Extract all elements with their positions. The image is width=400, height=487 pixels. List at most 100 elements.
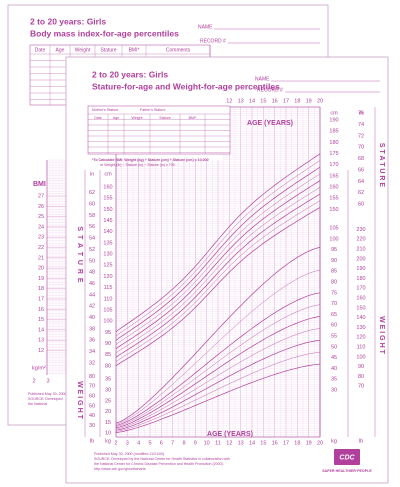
percentile-curve: [115, 304, 321, 427]
axis-tick: 35: [105, 377, 111, 383]
axis-tick: 15: [105, 420, 111, 426]
top-age: 17: [283, 98, 289, 104]
bottom-age: 5: [148, 440, 151, 446]
bottom-age: 15: [260, 440, 266, 446]
axis-tick: 25: [105, 398, 111, 404]
title: Stature-for-age and Weight-for-age perce…: [92, 81, 280, 91]
axis-tick: 52: [89, 247, 95, 253]
bottom-age: 11: [215, 440, 221, 446]
axis-tick: 160: [356, 295, 365, 301]
axis-tick: 145: [103, 218, 112, 224]
weight-label: W E I G H T: [76, 381, 83, 419]
bmi-tick: 27: [38, 193, 44, 199]
parent-header: Father's Stature: [140, 108, 165, 112]
percentile-curve: [115, 160, 321, 337]
stature-label: S T A T U R E: [378, 143, 385, 188]
record-label: RECORD #: [200, 38, 226, 44]
top-age: 16: [272, 98, 278, 104]
bmi-tick: 15: [38, 317, 44, 323]
table-header: Date: [35, 47, 46, 53]
bmi-tick: 26: [38, 204, 44, 210]
table-header: BMI*: [189, 116, 197, 120]
axis-tick: 105: [103, 307, 112, 313]
bottom-age: 3: [126, 440, 129, 446]
bottom-age: 13: [238, 440, 244, 446]
footer: Published May 30, 2000: [28, 392, 67, 396]
axis-tick: 100: [329, 236, 338, 242]
axis-tick: 80: [331, 279, 337, 285]
axis-tick: 68: [358, 156, 364, 162]
axis-tick: 70: [89, 384, 95, 390]
axis-tick: 80: [105, 363, 111, 369]
percentile-curve: [115, 352, 321, 432]
axis-tick: 75: [331, 290, 337, 296]
bottom-age: 16: [272, 440, 278, 446]
top-age: 14: [249, 98, 255, 104]
percentile-curve: [115, 173, 321, 345]
logo-box: [334, 449, 360, 465]
bottom-age: 7: [171, 440, 174, 446]
axis-tick: 62: [358, 190, 364, 196]
cm-label: cm: [104, 171, 112, 177]
lb-label: lb: [90, 438, 94, 444]
bmi-note: *To Calculate BMI: Weight (kg) ÷ Stature…: [92, 158, 209, 162]
axis-tick: 150: [329, 207, 338, 213]
axis-tick: 220: [356, 237, 365, 243]
table-header: Age: [56, 47, 65, 53]
percentile-curve: [115, 180, 321, 350]
age-axis-label: AGE (YEARS): [247, 120, 293, 127]
bmi-tick: 21: [38, 255, 44, 261]
axis-tick: 165: [329, 173, 338, 179]
axis-tick: 115: [104, 285, 113, 291]
axis-tick: 200: [356, 256, 365, 262]
bmi-tick: 25: [38, 214, 44, 220]
bottom-age: 18: [294, 440, 300, 446]
axis-tick: 50: [89, 403, 95, 409]
axis-tick: 54: [89, 236, 95, 242]
axis-tick: 230: [356, 227, 365, 233]
axis-tick: 60: [89, 201, 95, 207]
axis-tick: 150: [103, 207, 112, 213]
bottom-age: 17: [283, 440, 289, 446]
axis-tick: 170: [356, 286, 365, 292]
bottom-age: 10: [204, 440, 210, 446]
axis-tick: 40: [331, 366, 337, 372]
axis-tick: 190: [329, 117, 338, 123]
axis-tick: 65: [331, 312, 337, 318]
axis-tick: 95: [331, 247, 337, 253]
axis-tick: 140: [356, 315, 365, 321]
bottom-age: 14: [249, 440, 255, 446]
percentile-curve: [115, 207, 321, 367]
bottom-age: 20: [317, 440, 323, 446]
top-age: 18: [294, 98, 300, 104]
bmi-tick: 20: [38, 266, 44, 272]
percentile-curve: [115, 339, 321, 431]
parent-header: Mother's Stature: [92, 108, 118, 112]
axis-tick: 70: [358, 384, 364, 390]
axis-tick: 70: [358, 145, 364, 151]
footer: Published May 30, 2000 (modified 11/21/0…: [94, 452, 165, 456]
bmi-tick: 19: [38, 276, 44, 282]
percentile-curve: [115, 187, 321, 354]
axis-tick: 140: [103, 229, 112, 235]
footer: SOURCE: Developed by the National Center…: [94, 457, 230, 461]
axis-tick: 135: [103, 240, 112, 246]
table-header: Age: [113, 116, 119, 120]
axis-tick: 155: [103, 196, 112, 202]
bmi-note: or Weight (lb) ÷ Stature (in) ÷ Stature …: [100, 163, 175, 167]
in-label: in: [359, 110, 363, 116]
percentile-curve: [115, 247, 321, 424]
footer: http://www.cdc.gov/growthcharts: [94, 467, 146, 471]
axis-tick: 36: [89, 338, 95, 344]
axis-tick: 20: [105, 409, 111, 415]
table-header: Weight: [131, 116, 142, 120]
axis-tick: 10: [105, 431, 111, 437]
axis-tick: 60: [89, 393, 95, 399]
axis-tick: 130: [103, 252, 112, 258]
axis-tick: 130: [356, 325, 365, 331]
top-age: 15: [260, 98, 266, 104]
axis-tick: 30: [105, 387, 111, 393]
table-header: Weight: [75, 47, 91, 53]
bottom-age: 12: [226, 440, 232, 446]
weight-label: W E I G H T: [378, 316, 385, 354]
